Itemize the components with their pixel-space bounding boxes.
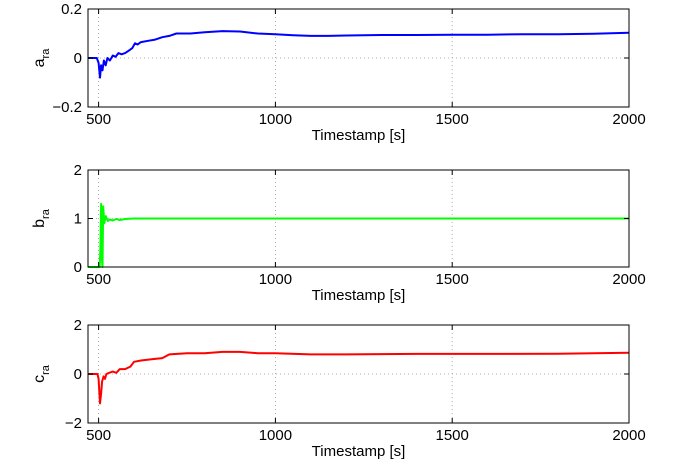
plot-c-ra: 500 1000 1500 2000 −2 0 2 Timestamp [s] cra	[31, 317, 646, 460]
x-axis-label: Timestamp [s]	[312, 287, 406, 304]
y-tick-label: −0.2	[52, 99, 82, 116]
x-tick-label: 2000	[612, 271, 645, 288]
data-series-line	[88, 30, 630, 79]
y-axis-label-subscript: ra	[40, 208, 52, 219]
plot-a-ra: 500 1000 1500 2000 −0.2 0 0.2 Timestamp [s] ara	[31, 1, 646, 144]
y-axis-label-main: a	[31, 58, 48, 67]
y-tick-label: 2	[74, 317, 82, 334]
x-tick-label: 1000	[259, 111, 292, 128]
x-tick-label: 1500	[436, 271, 469, 288]
y-tick-label: 0	[74, 366, 82, 383]
x-axis-label: Timestamp [s]	[312, 127, 406, 144]
x-axis-label: Timestamp [s]	[312, 443, 406, 460]
plot-b-ra: 500 1000 1500 2000 0 1 2 Timestamp [s] bra	[31, 162, 646, 304]
y-tick-label: 1	[74, 211, 82, 228]
x-tick-label: 500	[86, 427, 111, 444]
x-tick-label: 2000	[612, 427, 645, 444]
plot-area	[88, 325, 629, 423]
y-axis-label-subscript: ra	[40, 364, 52, 375]
y-axis-label-main: b	[31, 219, 48, 228]
y-tick-label: −2	[65, 415, 82, 432]
x-tick-label: 1000	[259, 271, 292, 288]
x-tick-label: 1500	[436, 111, 469, 128]
data-series-line	[88, 202, 629, 268]
y-tick-label: 0	[74, 259, 82, 276]
x-tick-label: 1500	[436, 427, 469, 444]
y-tick-label: 0	[74, 50, 82, 67]
y-tick-label: 0.2	[61, 1, 82, 18]
y-axis-label-subscript: ra	[40, 48, 52, 59]
y-tick-label: 2	[74, 162, 82, 179]
y-axis-label: cra	[31, 364, 52, 383]
y-axis-label-main: c	[31, 375, 48, 383]
plot-area	[88, 9, 629, 107]
x-tick-label: 500	[86, 271, 111, 288]
data-series-line	[88, 350, 630, 405]
x-tick-label: 1000	[259, 427, 292, 444]
y-axis-label: bra	[31, 208, 52, 228]
x-tick-label: 2000	[612, 111, 645, 128]
x-tick-label: 500	[86, 111, 111, 128]
y-axis-label: ara	[31, 48, 52, 68]
